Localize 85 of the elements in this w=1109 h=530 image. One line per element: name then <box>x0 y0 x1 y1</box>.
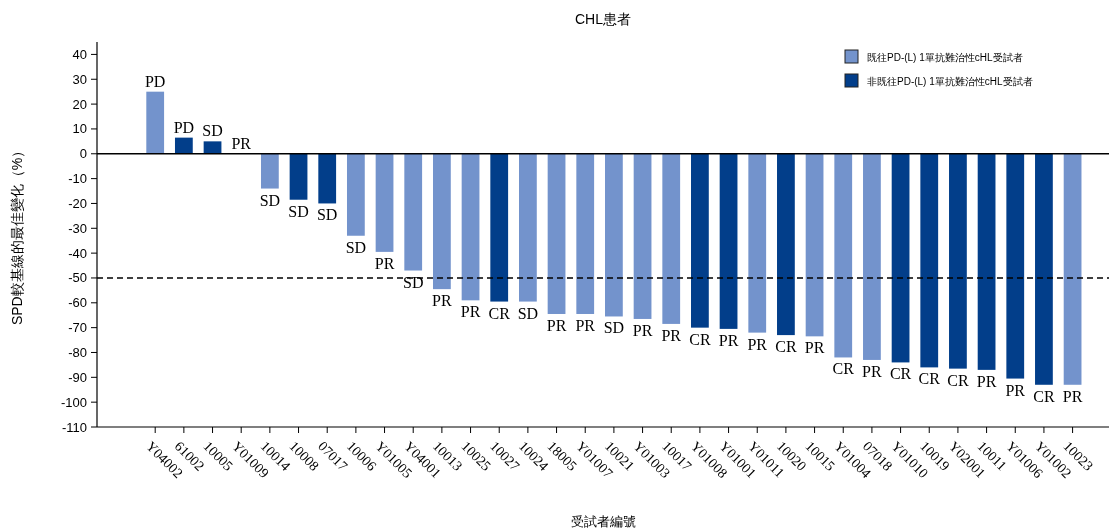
data-label: PR <box>546 316 567 334</box>
bar <box>633 153 652 319</box>
data-label: PR <box>231 134 252 152</box>
bar <box>605 153 623 317</box>
y-tick-label: -80 <box>68 344 87 360</box>
y-tick-label: -110 <box>61 419 87 435</box>
y-tick-label: -60 <box>68 295 87 311</box>
bar <box>805 153 824 337</box>
bar <box>346 153 365 236</box>
bar <box>547 153 566 314</box>
data-label: SD <box>345 238 367 256</box>
chart-title: CHL患者 <box>574 11 632 27</box>
bar <box>691 153 709 328</box>
bar <box>203 141 222 154</box>
data-label: PR <box>862 362 883 380</box>
bar <box>433 153 451 290</box>
data-label: PR <box>1005 381 1026 399</box>
bar <box>949 153 967 369</box>
data-label: CR <box>689 330 711 348</box>
y-axis-title: SPD較基線的最佳變化（%） <box>9 143 25 326</box>
data-label: PR <box>661 326 682 344</box>
bar <box>318 153 337 204</box>
y-tick-label: -10 <box>68 171 87 187</box>
y-tick-label: 10 <box>72 121 87 137</box>
data-label: CR <box>775 338 797 356</box>
y-tick-label: -50 <box>68 270 87 286</box>
bar <box>260 153 279 189</box>
bar <box>404 153 423 271</box>
data-label: PD <box>173 118 195 136</box>
data-label: PR <box>718 331 739 349</box>
y-tick-label: 20 <box>72 96 87 112</box>
bar <box>490 153 509 302</box>
bar <box>1035 153 1053 385</box>
data-label: PR <box>632 321 653 339</box>
bar <box>977 153 996 370</box>
data-label: CR <box>832 360 855 378</box>
bar <box>920 153 939 368</box>
y-tick-label: 40 <box>72 46 87 62</box>
bar <box>777 153 795 336</box>
data-label: PR <box>432 292 452 310</box>
bar <box>719 153 738 329</box>
bar <box>519 153 537 302</box>
y-tick-label: 0 <box>79 146 87 162</box>
bar <box>1006 153 1025 379</box>
data-label: SD <box>202 122 223 140</box>
y-tick-label: -100 <box>60 394 87 410</box>
x-axis-title: 受試者編號 <box>570 514 636 529</box>
data-label: SD <box>517 304 539 322</box>
y-tick-label: 30 <box>72 71 87 87</box>
y-tick-label: -20 <box>68 195 87 211</box>
bar <box>748 153 767 333</box>
data-label: SD <box>316 206 338 224</box>
data-label: PR <box>460 303 481 321</box>
bar <box>146 91 165 154</box>
data-label: PR <box>804 339 825 357</box>
legend-label: 既往PD-(L) 1單抗難治性cHL受試者 <box>867 52 1023 63</box>
y-tick-label: -70 <box>68 320 87 336</box>
data-label: SD <box>288 202 309 220</box>
y-tick-label: -40 <box>68 245 87 261</box>
bar <box>891 153 910 363</box>
bar <box>461 153 480 301</box>
data-label: CR <box>488 304 511 322</box>
bar <box>1063 153 1082 385</box>
data-label: CR <box>947 371 969 389</box>
data-label: PD <box>144 72 166 90</box>
data-label: SD <box>603 319 625 337</box>
data-label: PR <box>976 372 997 390</box>
bar <box>576 153 595 314</box>
data-label: CR <box>889 365 912 383</box>
bar <box>834 153 853 358</box>
bar <box>375 153 394 252</box>
data-label: CR <box>1033 387 1055 405</box>
y-tick-label: -30 <box>68 220 87 236</box>
bar <box>289 153 308 200</box>
bar <box>863 153 881 360</box>
data-label: SD <box>259 191 281 209</box>
y-tick-label: -90 <box>68 369 87 385</box>
bar <box>174 137 193 154</box>
legend-label: 非既往PD-(L) 1單抗難治性cHL受試者 <box>867 76 1033 87</box>
data-label: PR <box>747 335 768 353</box>
data-label: CR <box>918 370 941 388</box>
data-label: PR <box>374 254 395 272</box>
data-label: PR <box>575 316 596 334</box>
data-label: PR <box>1062 387 1083 405</box>
bar <box>662 153 681 324</box>
